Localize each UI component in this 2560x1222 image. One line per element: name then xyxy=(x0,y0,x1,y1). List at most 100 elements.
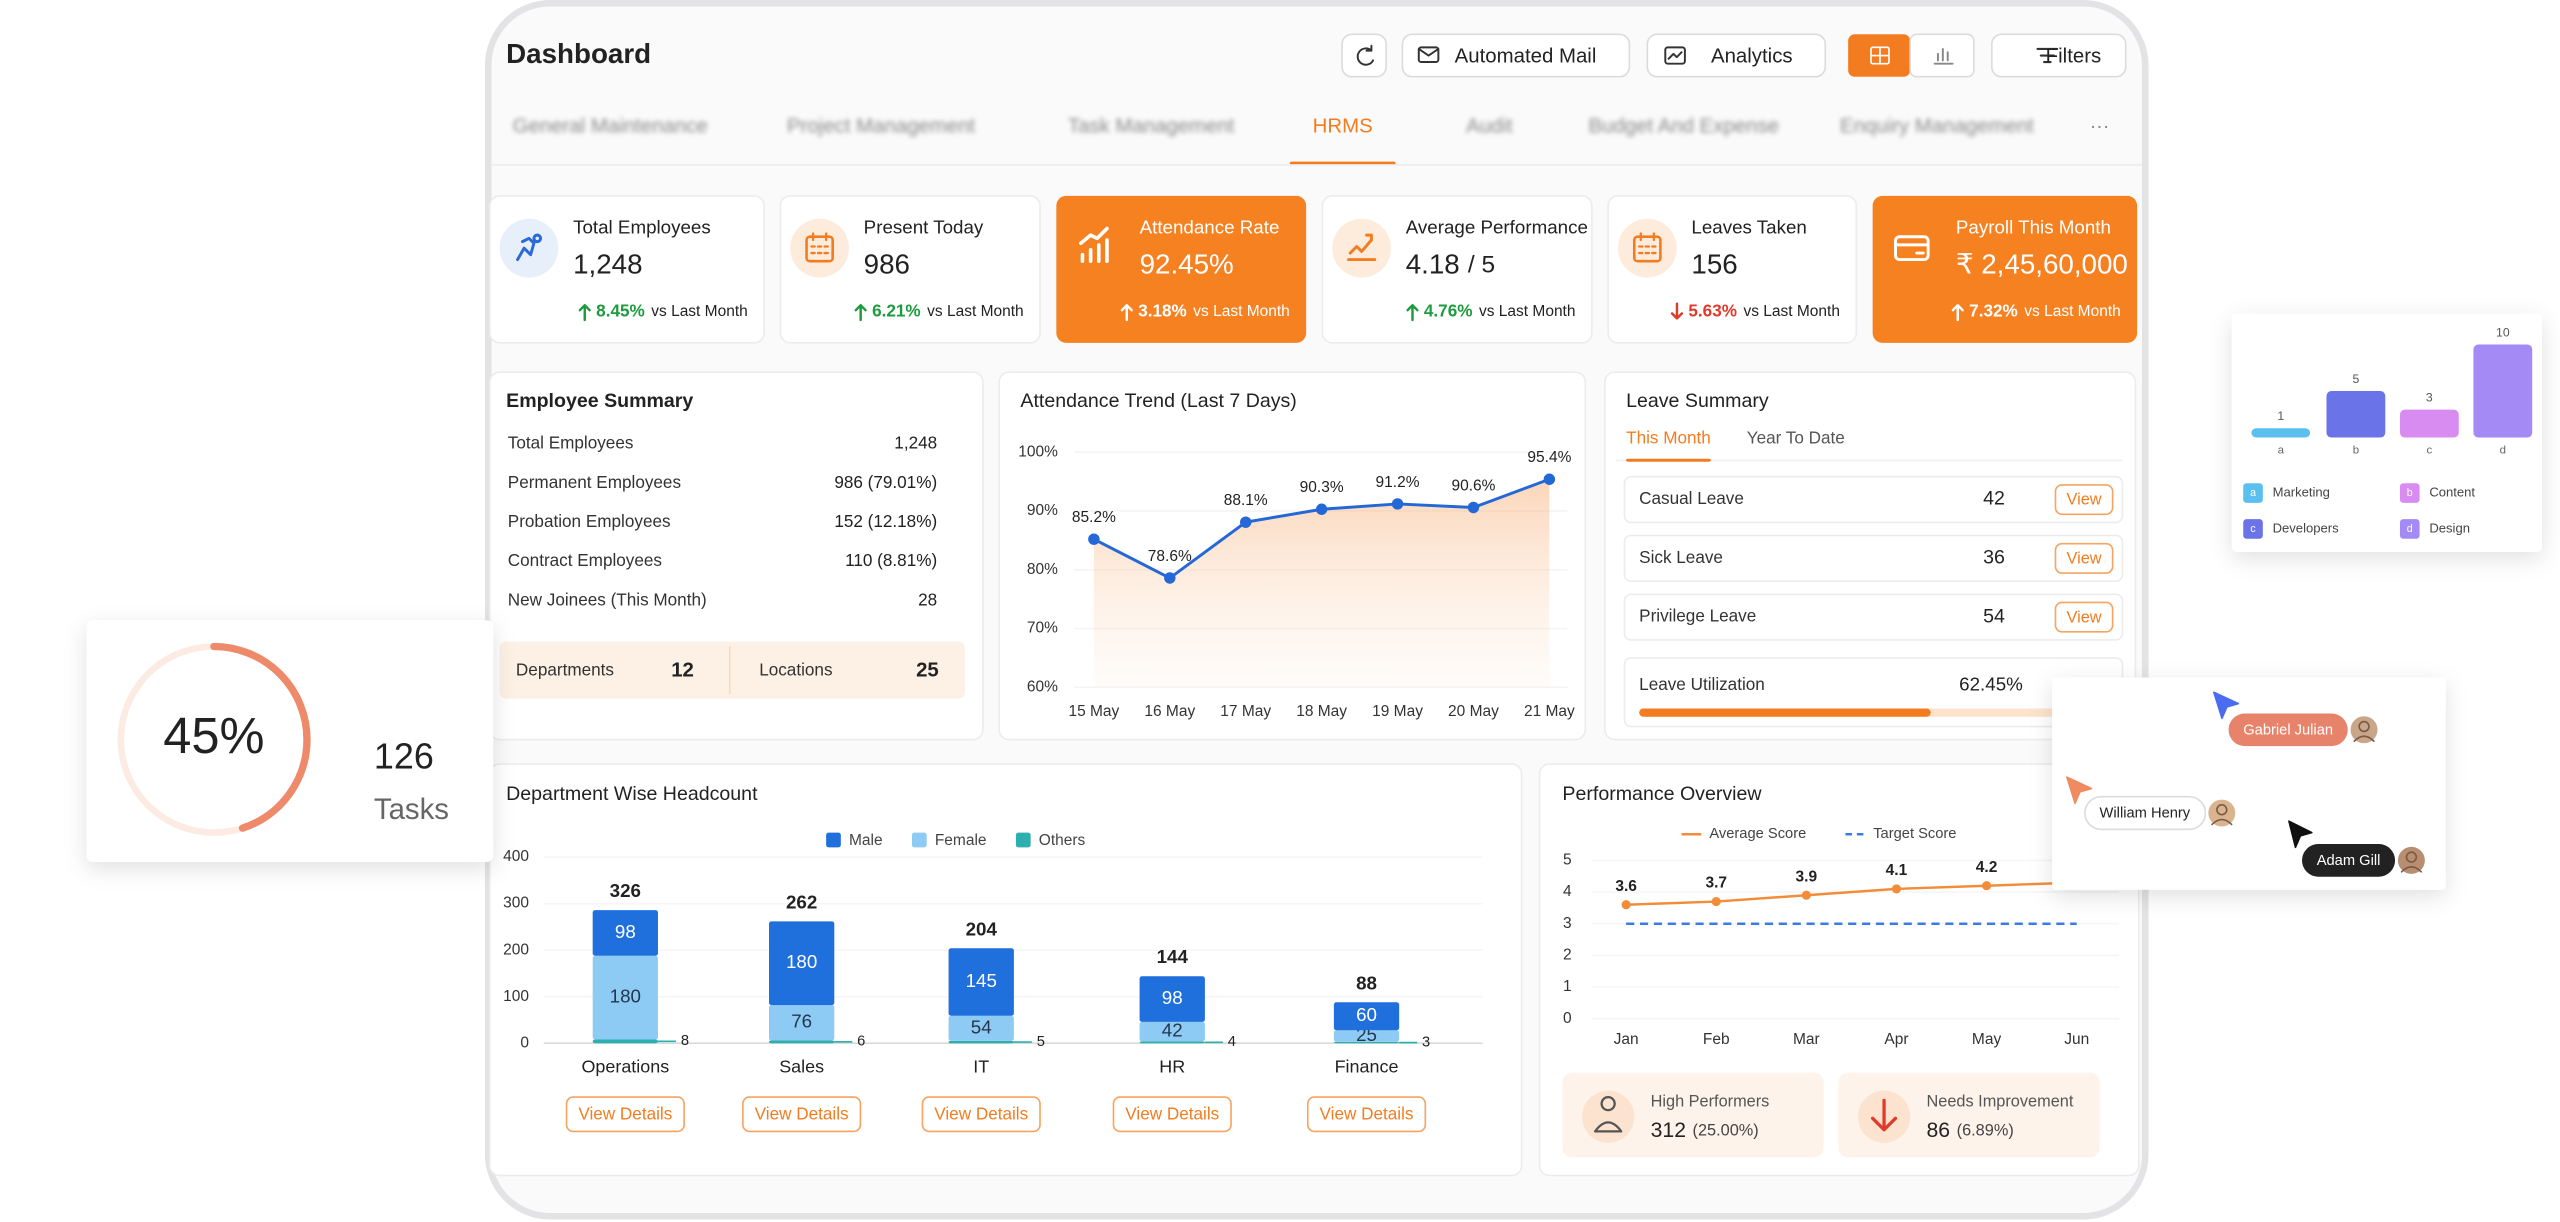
mail-icon xyxy=(1417,46,1440,64)
kpi-card xyxy=(779,195,1041,344)
page-title: Dashboard xyxy=(506,38,651,69)
more-tabs[interactable]: ··· xyxy=(2090,116,2110,138)
summary-row-value: 152 (12.18%) xyxy=(834,511,937,531)
leave-row xyxy=(1623,534,2124,583)
module-tab[interactable]: HRMS xyxy=(1313,116,1373,138)
module-tab[interactable]: Budget And Expense xyxy=(1589,116,1779,138)
chart-title: Department Wise Headcount xyxy=(506,783,758,805)
bar-segment xyxy=(948,1015,1014,1041)
x-tick-label: 15 May xyxy=(1068,703,1119,720)
stat-label: Departments xyxy=(516,660,614,680)
trend-point xyxy=(1315,503,1328,515)
task-count: 126 xyxy=(374,736,434,777)
kpi-trend-arrow xyxy=(578,304,591,322)
summary-share: (25.00%) xyxy=(1693,1122,1759,1140)
summary-box xyxy=(1838,1072,2100,1158)
view-button-label[interactable]: View xyxy=(2067,549,2102,567)
legend-label: Marketing xyxy=(2273,484,2330,499)
kpi-note: vs Last Month xyxy=(1743,303,1840,320)
header-button-label[interactable]: Automated Mail xyxy=(1455,46,1597,68)
kpi-value: 1,248 xyxy=(573,248,642,279)
module-tab[interactable]: Enquiry Management xyxy=(1840,116,2034,138)
name-pill xyxy=(2302,844,2396,877)
x-tick-label: HR xyxy=(1159,1056,1185,1076)
data-label: 4 xyxy=(1228,1034,1236,1050)
legend-key: d xyxy=(2407,523,2413,535)
view-details-label[interactable]: View Details xyxy=(1320,1104,1414,1124)
kpi-label: Leaves Taken xyxy=(1691,217,1806,238)
card-title: Employee Summary xyxy=(506,390,693,412)
collaborator-name: Adam Gill xyxy=(2317,853,2381,869)
collaborator-name: William Henry xyxy=(2100,806,2191,822)
kpi-value: 156 xyxy=(1691,248,1737,279)
view-details-label[interactable]: View Details xyxy=(934,1104,1028,1124)
trend-point xyxy=(1467,501,1480,514)
active-tab-underline xyxy=(1626,458,1711,462)
module-tab[interactable]: Task Management xyxy=(1068,116,1235,138)
bar-segment xyxy=(1139,1041,1205,1044)
module-tab[interactable]: Project Management xyxy=(787,116,975,138)
module-tab[interactable]: General Maintenance xyxy=(513,116,708,138)
summary-row-value: 986 (79.01%) xyxy=(834,472,937,492)
kpi-icon xyxy=(1079,226,1109,264)
kpi-trend-arrow xyxy=(854,304,867,322)
y-tick-label: 2 xyxy=(1563,946,1572,963)
module-tab[interactable]: Audit xyxy=(1466,116,1513,138)
data-label: 98 xyxy=(1162,987,1183,1008)
data-label: 76 xyxy=(791,1011,812,1032)
view-details-button[interactable] xyxy=(1306,1096,1427,1133)
series-point xyxy=(1891,884,1902,894)
bar-icon xyxy=(1933,47,1954,65)
kpi-icon-bg xyxy=(1617,218,1677,278)
view-button[interactable] xyxy=(2054,484,2114,516)
kpi-value-suffix: / 5 xyxy=(1468,252,1495,279)
view-button-label[interactable]: View xyxy=(2067,608,2102,626)
utilization-value: 62.45% xyxy=(1959,674,2023,695)
leave-row xyxy=(1623,475,2124,524)
view-button[interactable] xyxy=(2054,601,2114,633)
view-button-label[interactable]: View xyxy=(2067,491,2102,509)
view-details-label[interactable]: View Details xyxy=(1125,1104,1219,1124)
kpi-icon xyxy=(805,235,834,263)
leave-tab[interactable]: Year To Date xyxy=(1747,428,1845,448)
view-details-label[interactable]: View Details xyxy=(755,1104,849,1124)
y-tick-label: 90% xyxy=(1027,502,1058,519)
mini-x-label: c xyxy=(2426,445,2432,457)
header-button[interactable] xyxy=(1990,33,2127,78)
stat-label: Locations xyxy=(759,660,832,680)
data-label: 88.1% xyxy=(1224,492,1268,509)
kpi-change: 6.21% xyxy=(872,300,921,320)
view-details-label[interactable]: View Details xyxy=(578,1104,672,1124)
person-icon xyxy=(1593,1095,1623,1133)
header-button[interactable] xyxy=(1646,33,1827,78)
view-details-button[interactable] xyxy=(565,1096,685,1133)
y-tick-label: 60% xyxy=(1027,678,1058,695)
header-button-label[interactable]: Analytics xyxy=(1711,46,1793,68)
kpi-label: Total Employees xyxy=(573,217,711,238)
view-button[interactable] xyxy=(2054,542,2114,574)
x-tick-label: Jun xyxy=(2064,1031,2089,1048)
view-details-button[interactable] xyxy=(1112,1096,1232,1133)
x-tick-label: 19 May xyxy=(1372,703,1423,720)
total-label: 88 xyxy=(1356,972,1377,993)
view-details-button[interactable] xyxy=(742,1096,862,1133)
summary-row-label: Probation Employees xyxy=(508,511,671,531)
bar-segment xyxy=(948,948,1014,1016)
x-tick-label: Apr xyxy=(1884,1031,1908,1048)
x-tick-label: Operations xyxy=(581,1056,669,1076)
chart-title: Attendance Trend (Last 7 Days) xyxy=(1020,390,1296,412)
y-tick-label: 5 xyxy=(1563,851,1572,868)
refresh-button[interactable] xyxy=(1341,33,1387,78)
data-label: 6 xyxy=(857,1034,865,1050)
data-label: 78.6% xyxy=(1148,548,1192,565)
name-pill xyxy=(2084,795,2207,831)
header-button-label[interactable]: Filters xyxy=(2046,46,2102,68)
legend-swatch xyxy=(2399,519,2420,539)
avatar xyxy=(2348,713,2380,746)
header-button[interactable] xyxy=(1401,33,1631,78)
data-label: 91.2% xyxy=(1376,474,1420,491)
kpi-icon xyxy=(1638,232,1657,255)
data-label: 60 xyxy=(1356,1004,1377,1025)
leave-tab[interactable]: This Month xyxy=(1626,428,1711,448)
view-details-button[interactable] xyxy=(921,1096,1041,1133)
